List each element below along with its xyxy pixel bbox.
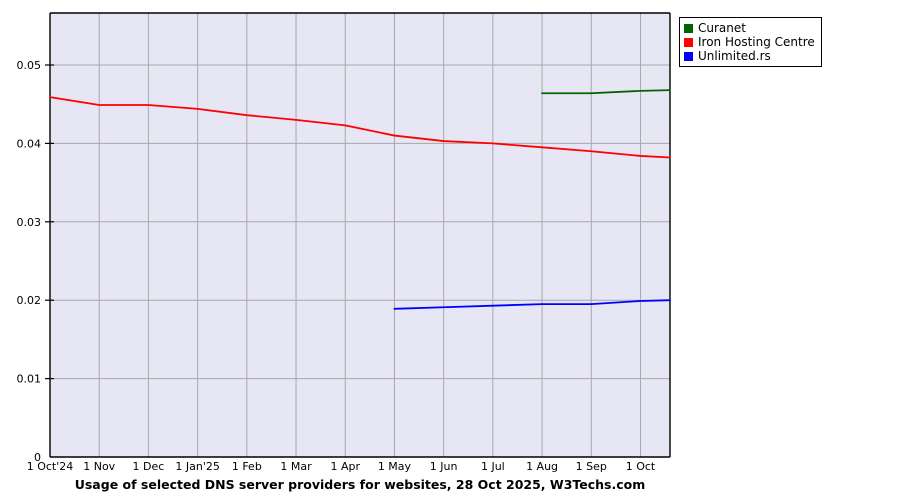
plot-background [50,13,670,457]
axis-lines [49,12,671,458]
y-tick-label: 0.02 [17,294,42,307]
y-tick-label: 0.03 [17,216,42,229]
x-tick-label: 1 Feb [232,460,262,473]
y-tick-label: 0.01 [17,373,42,386]
y-tick-label: 0.04 [17,137,42,150]
legend-label-curanet: Curanet [698,21,746,35]
series-line-unlimited-rs [393,299,671,310]
x-tick-label: 1 Oct'24 [27,460,74,473]
legend-label-iron-hosting-centre: Iron Hosting Centre [698,35,815,49]
legend-swatch-iron-hosting-centre [684,37,693,47]
y-tick-label: 0.05 [17,59,42,72]
x-tick-label: 1 Aug [526,460,558,473]
legend-swatch-curanet [684,23,693,33]
chart-legend: Curanet Iron Hosting Centre Unlimited.rs [679,17,822,67]
legend-item-iron-hosting-centre: Iron Hosting Centre [684,35,815,49]
x-tick-label: 1 Jul [481,460,505,473]
x-tick-label: 1 Jan'25 [175,460,219,473]
data-series-group [49,89,671,310]
chart-caption: Usage of selected DNS server providers f… [74,477,646,492]
x-tick-label: 1 Oct [626,460,656,473]
x-tick-label: 1 Apr [330,460,360,473]
x-tick-label: 1 Mar [280,460,312,473]
x-tick-label: 1 Jun [430,460,458,473]
x-tick-label: 1 Nov [83,460,115,473]
legend-label-unlimited-rs: Unlimited.rs [698,49,771,63]
legend-item-curanet: Curanet [684,21,815,35]
legend-item-unlimited-rs: Unlimited.rs [684,49,815,63]
x-tick-label: 1 May [378,460,412,473]
y-axis-ticks: 0 0.01 0.02 0.03 0.04 0.05 [17,59,54,464]
x-tick-label: 1 Dec [133,460,165,473]
x-tick-label: 1 Sep [576,460,607,473]
series-line-curanet [541,89,671,95]
gridlines [50,13,670,457]
series-line-iron-hosting-centre [49,96,671,159]
y-tick-label: 0 [34,451,41,464]
x-axis-ticks: 1 Oct'24 1 Nov 1 Dec 1 Jan'25 1 Feb 1 Mar 1 Ap… [27,460,656,473]
legend-swatch-unlimited-rs [684,51,693,61]
